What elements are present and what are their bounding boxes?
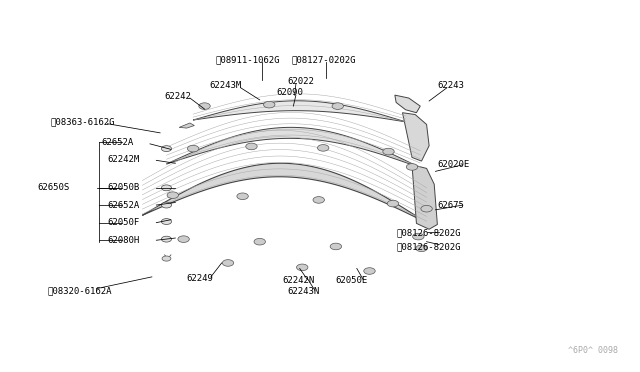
Circle shape <box>406 164 418 170</box>
Circle shape <box>161 219 172 224</box>
Circle shape <box>161 146 172 151</box>
Polygon shape <box>412 165 437 229</box>
Circle shape <box>416 245 428 251</box>
Polygon shape <box>142 163 427 223</box>
Circle shape <box>188 145 199 152</box>
Polygon shape <box>193 101 406 122</box>
Circle shape <box>199 103 211 109</box>
Text: 62243N: 62243N <box>287 287 319 296</box>
Circle shape <box>296 264 308 271</box>
Circle shape <box>413 233 424 240</box>
Polygon shape <box>395 95 420 113</box>
Circle shape <box>161 185 172 191</box>
Text: 62242M: 62242M <box>108 155 140 164</box>
Circle shape <box>264 101 275 108</box>
Circle shape <box>254 238 266 245</box>
Text: 62022: 62022 <box>287 77 314 86</box>
Circle shape <box>330 243 342 250</box>
Circle shape <box>313 197 324 203</box>
Circle shape <box>222 260 234 266</box>
Circle shape <box>246 143 257 150</box>
Circle shape <box>178 236 189 243</box>
Circle shape <box>237 193 248 199</box>
Text: 62050E: 62050E <box>336 276 368 285</box>
Text: 62249: 62249 <box>187 274 214 283</box>
Text: 62242N: 62242N <box>282 276 314 285</box>
Circle shape <box>161 236 172 242</box>
Circle shape <box>332 103 344 109</box>
Text: 62080H: 62080H <box>108 236 140 245</box>
Circle shape <box>161 202 172 208</box>
Polygon shape <box>403 113 429 161</box>
Text: Ⓜ08363-6162G: Ⓜ08363-6162G <box>51 118 115 126</box>
Text: 62242: 62242 <box>164 92 191 101</box>
Circle shape <box>167 192 179 198</box>
Text: ⒲08127-0202G: ⒲08127-0202G <box>291 55 356 64</box>
Circle shape <box>421 205 432 212</box>
Text: 62675: 62675 <box>437 201 464 209</box>
Text: 62243M: 62243M <box>209 81 241 90</box>
Text: Ⓜ08126-8202G: Ⓜ08126-8202G <box>396 242 461 251</box>
Circle shape <box>383 148 394 155</box>
Text: ⓝ08911-1062G: ⓝ08911-1062G <box>215 55 280 64</box>
Text: 62652A: 62652A <box>101 138 133 147</box>
Text: 62243: 62243 <box>437 81 464 90</box>
Text: ^6P0^ 0098: ^6P0^ 0098 <box>568 346 618 355</box>
Polygon shape <box>179 123 195 128</box>
Circle shape <box>364 268 375 274</box>
Text: 62050F: 62050F <box>108 218 140 227</box>
Text: 62650S: 62650S <box>38 183 70 192</box>
Text: 62652A: 62652A <box>108 201 140 209</box>
Polygon shape <box>166 127 420 168</box>
Circle shape <box>387 200 399 207</box>
Circle shape <box>162 256 171 261</box>
Text: Ⓜ08126-8202G: Ⓜ08126-8202G <box>396 228 461 237</box>
Text: 62050B: 62050B <box>108 183 140 192</box>
Circle shape <box>317 145 329 151</box>
Text: 62090: 62090 <box>277 88 304 97</box>
Text: 62020E: 62020E <box>437 160 470 169</box>
Text: Ⓜ08320-6162A: Ⓜ08320-6162A <box>47 286 112 295</box>
